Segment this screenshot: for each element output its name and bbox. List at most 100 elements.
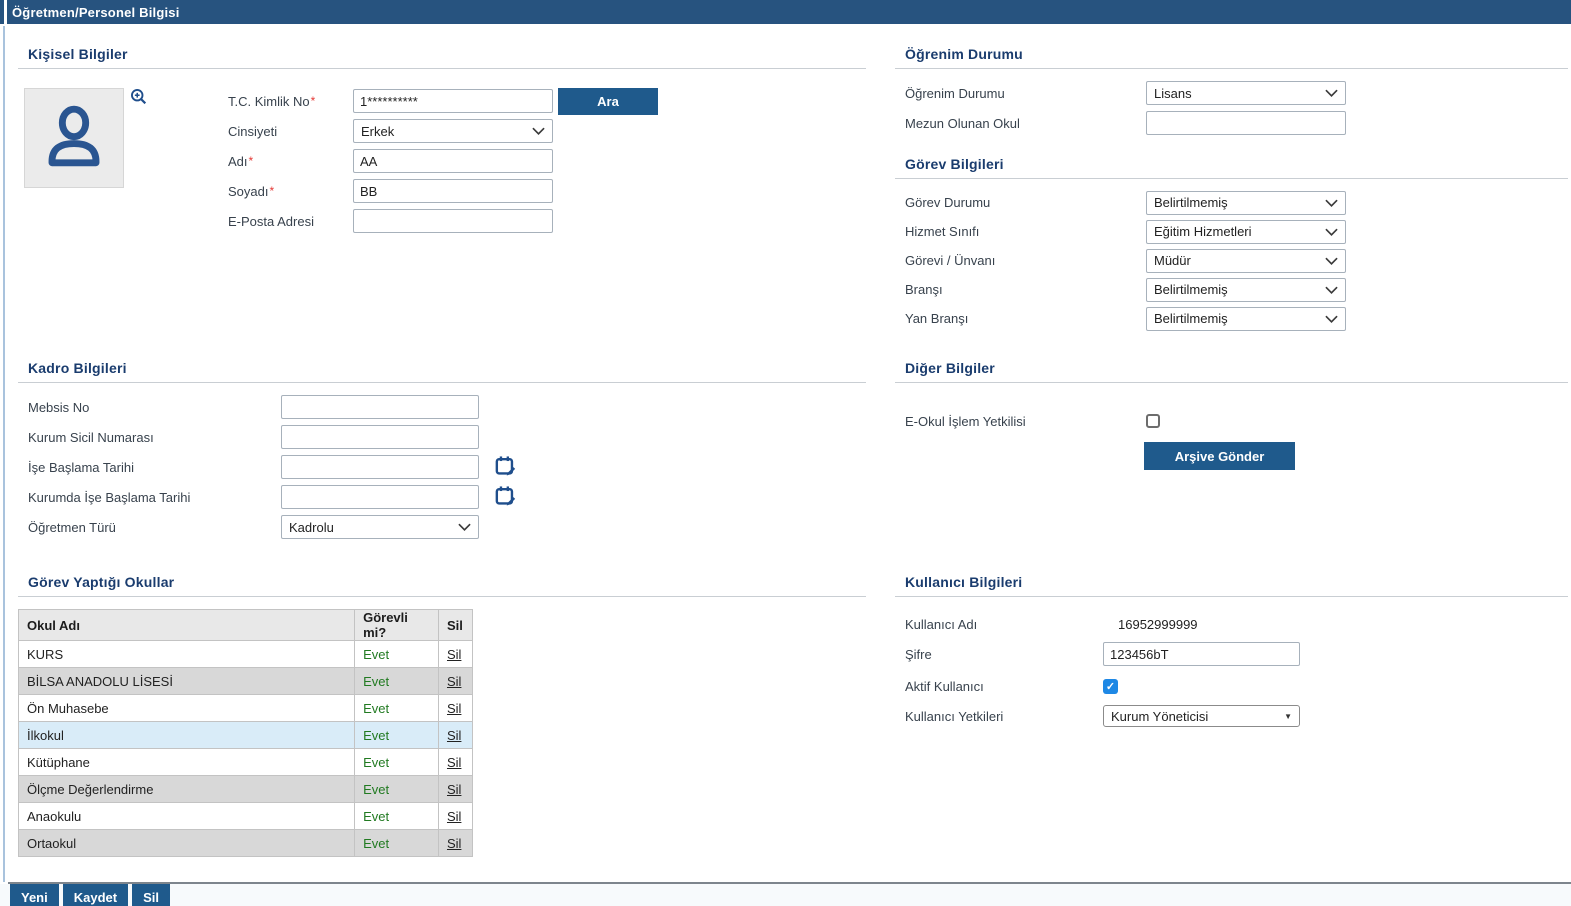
photo-zoom-button[interactable]	[130, 88, 147, 110]
chevron-down-icon	[1325, 228, 1338, 236]
field-row-ogretmen-turu: Öğretmen Türü Kadrolu	[28, 512, 588, 542]
bransi-select[interactable]: Belirtilmemiş	[1146, 277, 1346, 302]
sil-link[interactable]: Sil	[446, 673, 462, 689]
yan-bransi-select[interactable]: Belirtilmemiş	[1146, 306, 1346, 331]
chevron-down-icon	[1325, 199, 1338, 207]
photo-placeholder	[24, 88, 124, 188]
ise-baslama-label: İşe Başlama Tarihi	[28, 459, 134, 475]
adi-input[interactable]	[353, 149, 553, 173]
field-row-kullanici-yetkileri: Kullanıcı Yetkileri Kurum Yöneticisi ▼	[905, 702, 1565, 730]
mebsis-no-input[interactable]	[281, 395, 479, 419]
page-header: Öğretmen/Personel Bilgisi	[7, 0, 1571, 24]
field-row-email: E-Posta Adresi	[228, 206, 788, 236]
page-title: Öğretmen/Personel Bilgisi	[12, 4, 180, 20]
cinsiyeti-select[interactable]: Erkek	[353, 119, 553, 143]
section-title-user: Kullanıcı Bilgileri	[905, 574, 1023, 590]
section-user: Kullanıcı Bilgileri Kullanıcı Adı 169529…	[895, 574, 1568, 727]
required-star: *	[269, 183, 275, 198]
section-title-duty: Görev Bilgileri	[905, 156, 1004, 172]
sil-link[interactable]: Sil	[446, 781, 462, 797]
section-education: Öğrenim Durumu Öğrenim Durumu Lisans Mez…	[895, 46, 1568, 135]
on-duty-cell: Evet	[354, 775, 439, 803]
school-name-cell: İlkokul	[17, 721, 356, 749]
school-name-cell: Anaokulu	[17, 802, 356, 830]
sil-link[interactable]: Sil	[446, 754, 462, 770]
dropdown-arrow-icon: ▼	[1284, 711, 1292, 721]
sifre-label: Şifre	[905, 646, 932, 662]
eokul-yetkilisi-checkbox[interactable]	[1146, 414, 1160, 428]
sil-link[interactable]: Sil	[446, 835, 462, 851]
chevron-down-icon	[1325, 89, 1338, 97]
school-name-cell: Ortaokul	[17, 829, 356, 857]
school-name-cell: BİLSA ANADOLU LİSESİ	[17, 667, 356, 695]
gorev-durumu-select[interactable]: Belirtilmemiş	[1146, 190, 1346, 215]
field-row-gender: Cinsiyeti Erkek	[228, 116, 788, 146]
yeni-button[interactable]: Yeni	[10, 884, 59, 906]
section-duty: Görev Bilgileri Görev Durumu Belirtilmem…	[895, 156, 1568, 331]
sil-link[interactable]: Sil	[446, 727, 462, 743]
magnifier-plus-icon	[131, 89, 147, 105]
hizmet-sinifi-select[interactable]: Eğitim Hizmetleri	[1146, 219, 1346, 244]
field-row-sifre: Şifre	[905, 638, 1565, 670]
required-star: *	[310, 93, 316, 108]
kullanici-adi-value: 16952999999	[1118, 616, 1198, 632]
section-schools: Görev Yaptığı Okullar Okul Adı Görevli m…	[17, 574, 866, 857]
section-rule	[895, 68, 1568, 69]
sil-link[interactable]: Sil	[446, 808, 462, 824]
section-staff: Kadro Bilgileri Mebsis No Kurum Sicil Nu…	[18, 360, 866, 539]
kurum-sicil-input[interactable]	[281, 425, 479, 449]
table-row[interactable]: BİLSA ANADOLU LİSESİ Evet Sil	[17, 667, 474, 695]
person-icon	[48, 105, 100, 167]
date-picker-button[interactable]	[495, 485, 517, 509]
table-row[interactable]: Ölçme Değerlendirme Evet Sil	[17, 775, 474, 803]
field-row-sicil: Kurum Sicil Numarası	[28, 422, 588, 452]
field-row-surname: Soyadı*	[228, 176, 788, 206]
sifre-input[interactable]	[1103, 642, 1300, 666]
sil-link[interactable]: Sil	[446, 646, 462, 662]
gorevi-unvani-select[interactable]: Müdür	[1146, 248, 1346, 273]
kullanici-yetkileri-label: Kullanıcı Yetkileri	[905, 708, 1004, 724]
aktif-kullanici-checkbox[interactable]: ✓	[1103, 678, 1118, 694]
section-title-education: Öğrenim Durumu	[905, 46, 1023, 62]
section-title-other: Diğer Bilgiler	[905, 360, 995, 376]
footer-divider	[8, 882, 1571, 884]
schools-table-header-row: Okul Adı Görevli mi? Sil	[17, 609, 474, 641]
calendar-edit-icon	[495, 486, 516, 506]
date-picker-button[interactable]	[495, 455, 517, 479]
sil-button[interactable]: Sil	[132, 884, 171, 906]
school-name-cell: KURS	[17, 640, 356, 668]
kaydet-button[interactable]: Kaydet	[62, 884, 129, 906]
gorevi-unvani-label: Görevi / Ünvanı	[905, 253, 996, 268]
field-row-name: Adı*	[228, 146, 788, 176]
chevron-down-icon	[1325, 315, 1338, 323]
section-title-personal: Kişisel Bilgiler	[28, 46, 128, 62]
table-row[interactable]: KURS Evet Sil	[17, 640, 474, 668]
kurumda-ise-baslama-input[interactable]	[281, 485, 479, 509]
school-name-cell: Ölçme Değerlendirme	[17, 775, 356, 803]
adi-label: Adı*	[228, 153, 254, 169]
school-name-cell: Kütüphane	[17, 748, 356, 776]
ogrenim-durumu-select[interactable]: Lisans	[1146, 81, 1346, 105]
kullanici-yetkileri-dropdown[interactable]: Kurum Yöneticisi ▼	[1103, 705, 1300, 727]
column-header-sil: Sil	[437, 609, 474, 641]
tc-kimlik-input[interactable]	[353, 89, 553, 113]
ise-baslama-input[interactable]	[281, 455, 479, 479]
section-title-schools: Görev Yaptığı Okullar	[28, 574, 175, 590]
table-row[interactable]: Ortaokul Evet Sil	[17, 829, 474, 857]
left-accent-line	[3, 26, 5, 882]
ara-button[interactable]: Ara	[558, 87, 658, 115]
column-header-okul-adi: Okul Adı	[17, 609, 356, 641]
table-row-selected[interactable]: İlkokul Evet Sil	[17, 721, 474, 749]
eposta-input[interactable]	[353, 209, 553, 233]
sil-link[interactable]: Sil	[446, 700, 462, 716]
table-row[interactable]: Anaokulu Evet Sil	[17, 802, 474, 830]
section-title-staff: Kadro Bilgileri	[28, 360, 127, 376]
ogretmen-turu-select[interactable]: Kadrolu	[281, 515, 479, 539]
table-row[interactable]: Ön Muhasebe Evet Sil	[17, 694, 474, 722]
ogretmen-turu-label: Öğretmen Türü	[28, 519, 116, 535]
arsive-gonder-button[interactable]: Arşive Gönder	[1144, 442, 1295, 470]
bransi-label: Branşı	[905, 282, 943, 297]
soyadi-input[interactable]	[353, 179, 553, 203]
mezun-okul-input[interactable]	[1146, 111, 1346, 135]
table-row[interactable]: Kütüphane Evet Sil	[17, 748, 474, 776]
